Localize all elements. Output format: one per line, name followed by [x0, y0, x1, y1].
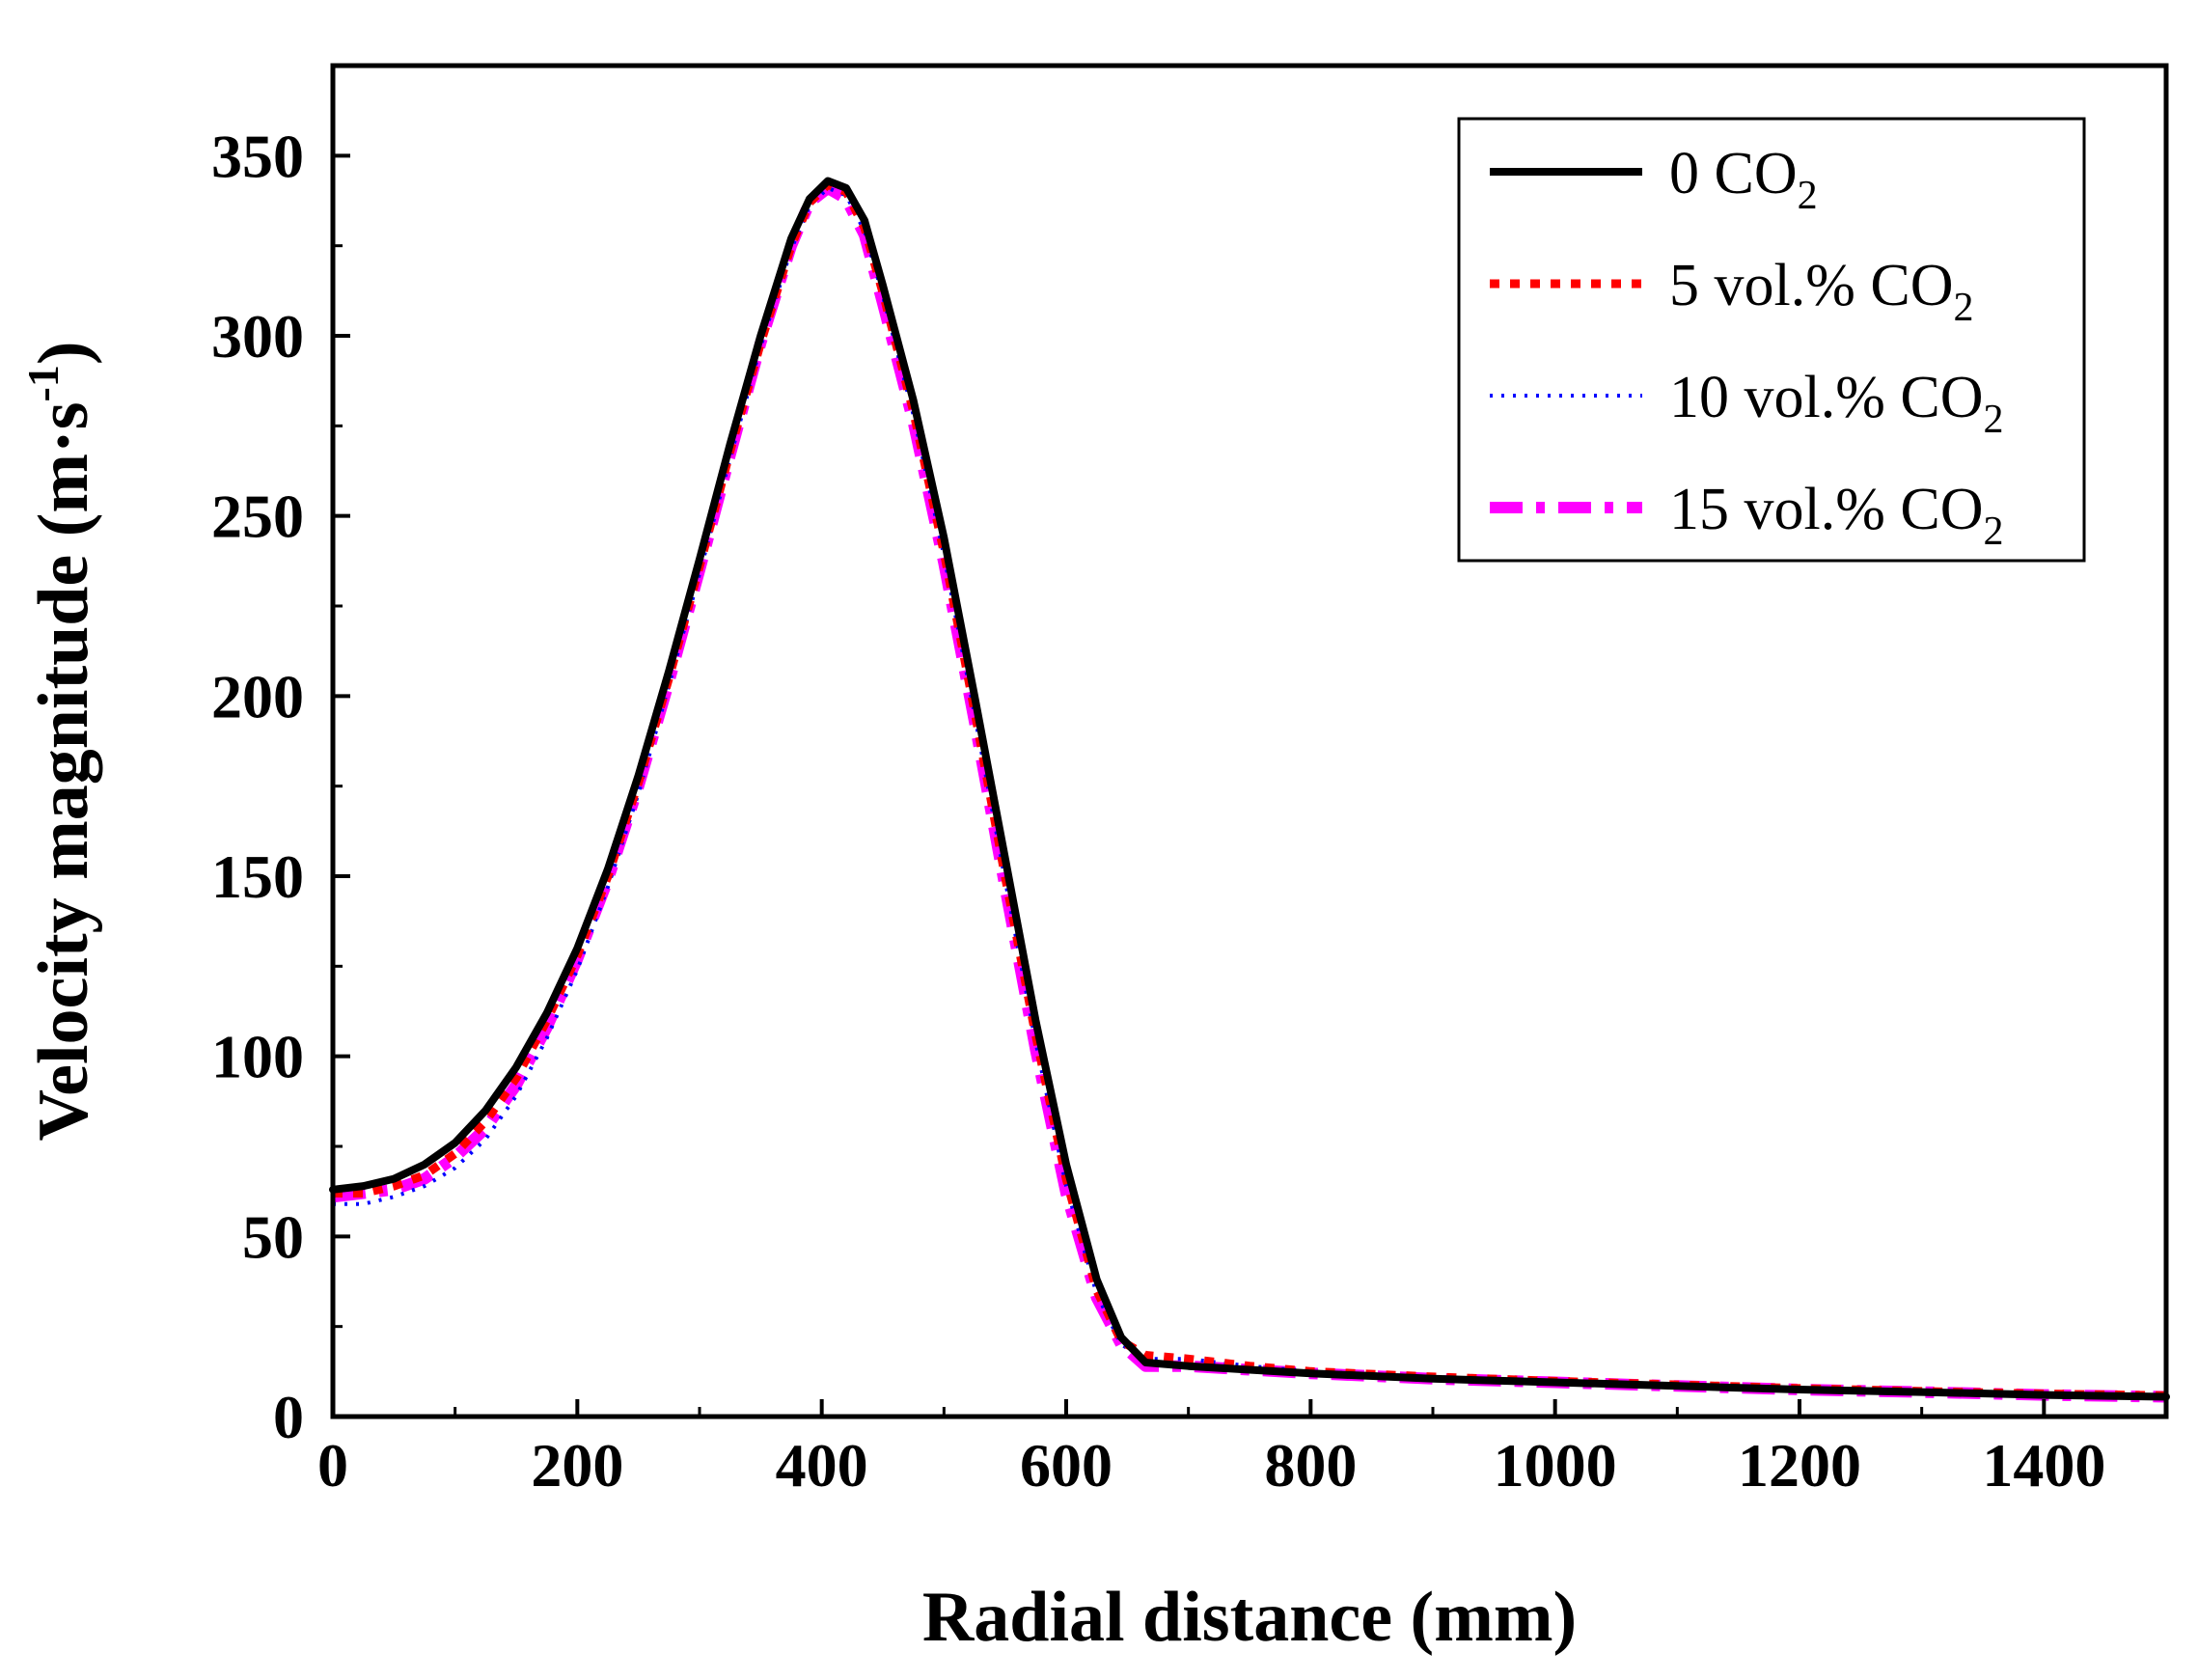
series-line-0-co2: [329, 177, 2170, 1401]
y-tick-label: 100: [211, 1023, 304, 1091]
series-lines: [329, 177, 2170, 1403]
x-tick-label: 600: [1020, 1431, 1113, 1500]
x-tick-label: 400: [776, 1431, 868, 1500]
x-tick-label: 1200: [1738, 1431, 1861, 1500]
legend: 0 CO2 5 vol.% CO2 10 vol.% CO2 15 vol.% CO2: [1457, 117, 2086, 563]
y-axis-title-superscript: -1: [18, 365, 68, 401]
plot-frame: [330, 63, 2169, 1419]
x-axis: 0 200 400 600 800 1000 1200 1400: [317, 1399, 2168, 1500]
y-axis-title: Velocity magnitude (m·s-1): [18, 342, 103, 1142]
y-axis-title-close: ): [24, 342, 103, 366]
y-tick-label: 50: [242, 1202, 304, 1271]
x-tick-label: 0: [317, 1431, 348, 1500]
x-tick-label: 1400: [1982, 1431, 2105, 1500]
y-tick-label: 250: [211, 482, 304, 551]
plot-area: [329, 63, 2170, 1419]
series-line-10-vol-co2: [333, 185, 2167, 1398]
legend-label: 15 vol.% CO2: [1669, 477, 2004, 554]
x-tick-label: 200: [531, 1431, 623, 1500]
y-tick-label: 350: [211, 122, 304, 190]
y-tick-label: 200: [211, 662, 304, 730]
legend-label: 0 CO2: [1669, 141, 1818, 218]
y-tick-label: 0: [273, 1383, 304, 1451]
x-tick-label: 1000: [1494, 1431, 1617, 1500]
legend-box: [1457, 117, 2086, 563]
y-axis-title-text: Velocity magnitude (m·s: [24, 401, 103, 1141]
y-axis: 0 50 100 150 200 250 300 350: [211, 122, 350, 1451]
series-line-15-vol-co2: [332, 181, 2167, 1403]
y-tick-label: 300: [211, 302, 304, 371]
x-tick-label: 800: [1264, 1431, 1357, 1500]
x-axis-title: Radial distance (mm): [922, 1578, 1577, 1657]
legend-items: 0 CO2 5 vol.% CO2 10 vol.% CO2 15 vol.% CO2: [1490, 141, 2004, 554]
y-tick-label: 150: [211, 842, 304, 911]
legend-label: 5 vol.% CO2: [1669, 253, 1974, 330]
legend-label: 10 vol.% CO2: [1669, 365, 2004, 442]
